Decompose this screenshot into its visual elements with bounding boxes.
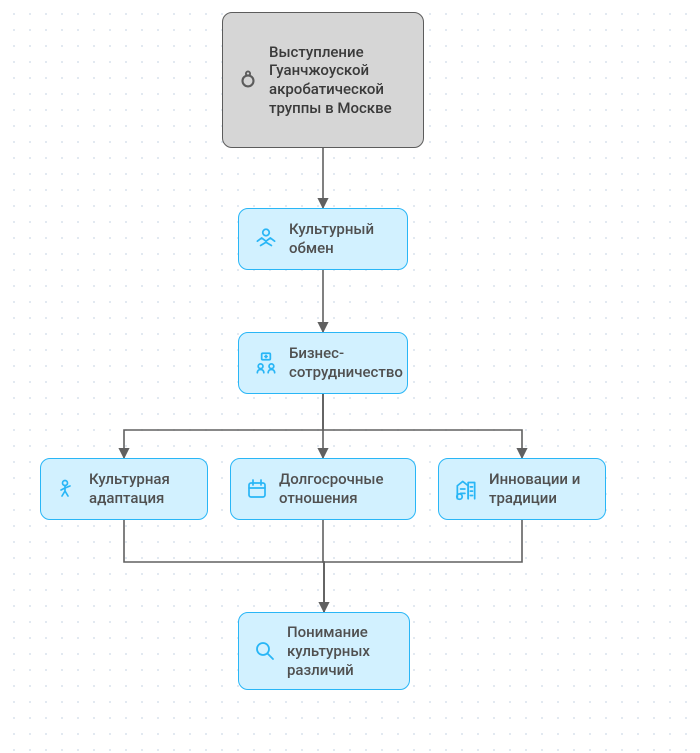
node-diff[interactable]: Понимание культурных различий [238, 612, 410, 690]
node-long[interactable]: Долгосрочные отношения [230, 458, 416, 520]
deal-icon [253, 350, 279, 376]
node-label: Долгосрочные отношения [279, 470, 401, 508]
magnifier-icon [253, 639, 277, 663]
flowchart-canvas: Выступление Гуанчжоуской акробатической … [0, 0, 700, 753]
handshake-icon [253, 226, 279, 252]
node-biz[interactable]: Бизнес-сотрудничество [238, 332, 408, 394]
edge-innov-diff [324, 520, 522, 612]
building-icon [453, 476, 479, 502]
edge-adapt-diff [124, 520, 324, 612]
node-adapt[interactable]: Культурная адаптация [40, 458, 208, 520]
node-label: Понимание культурных различий [287, 623, 395, 679]
node-label: Бизнес-сотрудничество [289, 344, 403, 382]
node-root[interactable]: Выступление Гуанчжоуской акробатической … [222, 12, 424, 148]
edge-biz-adapt [124, 394, 323, 458]
node-label: Культурная адаптация [89, 470, 193, 508]
node-label: Инновации и традиции [489, 470, 591, 508]
calendar-icon [245, 477, 269, 501]
node-label: Выступление Гуанчжоуской акробатической … [269, 43, 409, 118]
node-innov[interactable]: Инновации и традиции [438, 458, 606, 520]
edge-biz-innov [323, 394, 522, 458]
edge-long-diff [323, 520, 324, 612]
person-icon [55, 477, 79, 501]
ring-icon [237, 69, 259, 91]
node-culture[interactable]: Культурный обмен [238, 208, 408, 270]
node-label: Культурный обмен [289, 220, 393, 258]
